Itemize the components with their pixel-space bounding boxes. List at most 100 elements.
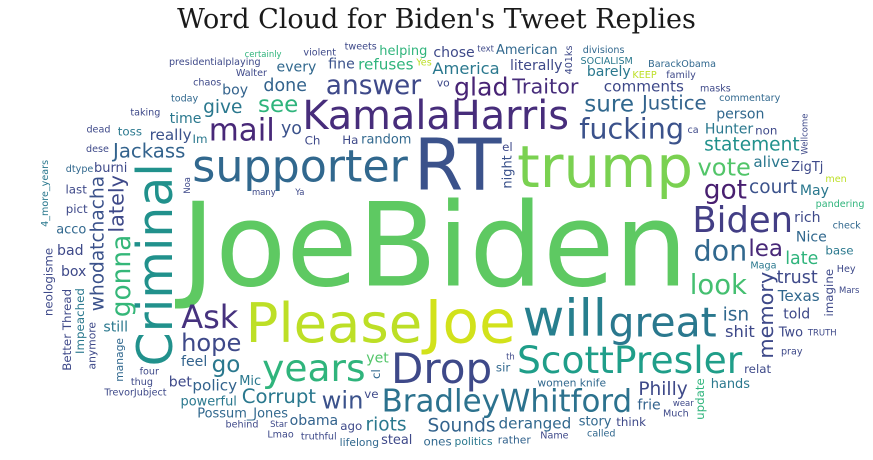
word-kamalaharris: KamalaHarris — [302, 93, 569, 139]
word-hunter: Hunter — [705, 122, 754, 138]
word-texas: Texas — [777, 287, 820, 305]
word-impeached: Impeached — [73, 288, 87, 354]
word-last: last — [66, 183, 88, 197]
word-time: time — [170, 111, 202, 127]
word-answer: answer — [326, 70, 421, 101]
word-noa: Noa — [182, 177, 192, 194]
word-glad: glad — [454, 73, 509, 102]
word-night: night — [500, 155, 515, 188]
word-really: really — [150, 126, 192, 144]
word-court: court — [749, 177, 797, 198]
word-behind: behind — [226, 419, 259, 430]
word-dead: dead — [86, 124, 110, 135]
word-alive: alive — [753, 153, 789, 171]
word-truth: TRUTH — [807, 327, 837, 337]
word-story: story — [579, 414, 612, 429]
chart-title: Word Cloud for Biden's Tweet Replies — [177, 4, 696, 35]
word-obama: obama — [290, 413, 339, 429]
word-scottpresler: ScottPresler — [517, 338, 743, 382]
word-burni: burni — [94, 161, 127, 176]
word-barely: barely — [587, 64, 631, 80]
word-401ks: 401ks — [564, 46, 575, 75]
word-gonna: gonna — [106, 235, 137, 318]
word-bet: bet — [169, 375, 193, 391]
word-much: Much — [663, 409, 689, 420]
word-update: update — [693, 378, 707, 420]
word-socialism: SOCIALISM — [581, 56, 633, 67]
word-steal: steal — [381, 433, 412, 448]
word-justice: Justice — [640, 91, 707, 114]
word-mail: mail — [209, 113, 275, 149]
word-taking: taking — [130, 108, 160, 119]
word-joe: Joe — [421, 287, 516, 357]
word-anymore: anymore — [86, 322, 99, 370]
word-random: random — [361, 132, 411, 147]
word-lifelong: lifelong — [340, 436, 379, 449]
word-cl: cl — [369, 369, 383, 379]
word-violent: violent — [303, 47, 336, 58]
word-comments: comments — [604, 78, 684, 96]
word-called: called — [587, 428, 615, 439]
word-hands: hands — [711, 377, 751, 392]
word-rather: rather — [498, 433, 532, 446]
word-zigtj: ZigTj — [791, 160, 823, 175]
word-policy: policy — [192, 377, 237, 395]
word-still: still — [103, 320, 128, 336]
word-two: Two — [778, 325, 803, 340]
word-jackass: Jackass — [111, 140, 185, 163]
word-supporter: supporter — [192, 142, 408, 193]
word-pandering: pandering — [816, 199, 865, 210]
word-dese: dese — [86, 144, 109, 155]
word-better-thread: Better Thread — [60, 289, 74, 371]
word-fine: fine — [328, 57, 354, 73]
word-biden: Biden — [692, 200, 793, 241]
word-today: today — [171, 93, 199, 104]
word-done: done — [263, 76, 307, 96]
word-base: base — [825, 243, 853, 257]
word-walter: Walter — [236, 68, 267, 79]
word-box: box — [61, 264, 86, 280]
word-literally: literally — [510, 58, 563, 74]
word-im: Im — [193, 132, 208, 146]
word-ago: ago — [340, 419, 362, 433]
word-name: Name — [540, 431, 568, 442]
word-4-more-years: 4_more_years — [40, 160, 51, 227]
word-corrupt: Corrupt — [242, 385, 317, 408]
word-pray: pray — [781, 346, 803, 357]
word-maga: Maga — [750, 260, 776, 271]
word-win: win — [322, 386, 364, 414]
word-late: late — [785, 249, 818, 269]
word-yet: yet — [366, 351, 389, 367]
word-check: check — [833, 221, 862, 232]
word-great: great — [608, 298, 716, 346]
word-lately: lately — [105, 175, 129, 233]
word-ones: ones — [423, 434, 451, 448]
word-shit: shit — [725, 322, 755, 341]
word-think: think — [616, 415, 646, 429]
word-got: got — [704, 174, 747, 205]
word-every: every — [277, 60, 317, 76]
word-will: will — [523, 289, 607, 348]
word-many: many — [252, 187, 276, 197]
word-isn: isn — [723, 304, 750, 325]
word-sounds: Sounds — [427, 416, 495, 437]
word-feel: feel — [181, 354, 207, 370]
word-imagine: imagine — [822, 269, 836, 317]
word-sure: sure — [584, 91, 634, 117]
word-ve: ve — [364, 387, 378, 401]
word-th: th — [506, 351, 515, 361]
word-relat: relat — [744, 362, 771, 376]
word-bad: bad — [57, 243, 83, 259]
word-don: don — [693, 234, 747, 268]
word-america: America — [432, 59, 499, 78]
word-refuses: refuses — [358, 56, 413, 74]
word-boy: boy — [222, 82, 248, 98]
word-told: told — [783, 306, 810, 322]
word-toss: toss — [118, 124, 142, 138]
word-philly: Philly — [638, 379, 687, 400]
word-ha: Ha — [342, 133, 358, 147]
word-politics: politics — [455, 435, 493, 448]
word-mic: Mic — [239, 374, 261, 389]
